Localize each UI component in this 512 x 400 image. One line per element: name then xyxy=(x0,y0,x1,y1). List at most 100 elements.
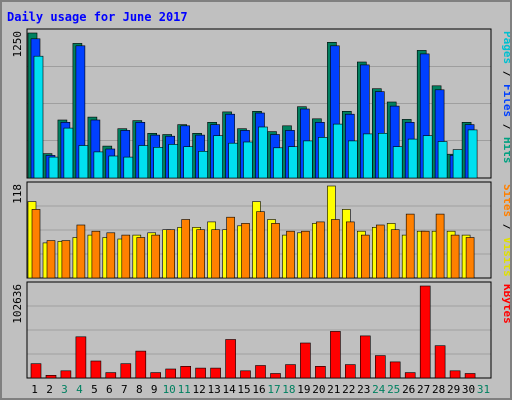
bar-sites-day-20 xyxy=(316,221,325,279)
bar-pages-day-30 xyxy=(467,129,478,179)
series-legend-label: Sites / Visits xyxy=(501,184,510,277)
bar-sites-day-26 xyxy=(405,213,415,279)
x-tick-label-6: 6 xyxy=(106,383,113,396)
bar-kbytes-day-16 xyxy=(255,365,266,379)
bar-pages-day-11 xyxy=(183,146,193,179)
x-tick-label-12: 12 xyxy=(192,383,205,396)
x-tick-label-16: 16 xyxy=(252,383,265,396)
series-legend-label: Pages / Files / Hits xyxy=(501,31,510,164)
bar-kbytes-day-10 xyxy=(165,368,176,379)
bar-kbytes-day-17 xyxy=(270,373,281,379)
bar-sites-day-22 xyxy=(345,221,355,279)
bar-pages-day-2 xyxy=(48,156,59,179)
bar-sites-day-4 xyxy=(76,224,86,279)
x-tick-label-5: 5 xyxy=(91,383,98,396)
x-tick-label-27: 27 xyxy=(417,383,430,396)
x-tick-label-15: 15 xyxy=(237,383,250,396)
bar-pages-day-18 xyxy=(288,146,298,179)
bar-kbytes-day-1 xyxy=(30,363,42,379)
bar-sites-day-2 xyxy=(46,240,56,279)
bar-sites-day-14 xyxy=(226,216,235,279)
x-tick-label-17: 17 xyxy=(267,383,280,396)
x-tick-label-20: 20 xyxy=(312,383,325,396)
x-tick-label-28: 28 xyxy=(432,383,445,396)
legend-part: / xyxy=(501,217,510,237)
bar-sites-day-17 xyxy=(271,223,280,279)
legend-part: Sites xyxy=(501,184,510,217)
bar-sites-day-29 xyxy=(450,234,460,279)
x-tick-label-30: 30 xyxy=(462,383,475,396)
bar-pages-day-16 xyxy=(258,126,268,179)
bar-kbytes-day-8 xyxy=(135,350,147,379)
x-tick-label-4: 4 xyxy=(76,383,83,396)
bar-kbytes-day-25 xyxy=(389,361,401,379)
bar-pages-day-4 xyxy=(78,145,89,179)
bar-sites-day-30 xyxy=(465,237,475,279)
x-tick-label-11: 11 xyxy=(178,383,191,396)
x-tick-label-26: 26 xyxy=(402,383,415,396)
bar-pages-day-6 xyxy=(108,155,119,179)
chart-title: Daily usage for June 2017 xyxy=(7,10,188,24)
x-tick-label-9: 9 xyxy=(151,383,158,396)
bar-sites-day-15 xyxy=(241,223,250,279)
bar-pages-day-10 xyxy=(168,144,178,179)
bar-kbytes-day-23 xyxy=(359,335,371,379)
bar-pages-day-12 xyxy=(198,151,208,179)
bar-kbytes-day-19 xyxy=(300,342,311,379)
bar-kbytes-day-29 xyxy=(449,370,461,379)
bar-sites-day-8 xyxy=(136,237,146,279)
bar-kbytes-day-3 xyxy=(60,370,72,379)
panel-background xyxy=(26,281,492,379)
bar-kbytes-day-12 xyxy=(195,367,206,379)
bar-pages-day-28 xyxy=(437,141,448,179)
bar-kbytes-day-9 xyxy=(150,372,161,379)
x-tick-label-2: 2 xyxy=(46,383,53,396)
y-max-label: 102636 xyxy=(11,284,24,324)
x-tick-label-14: 14 xyxy=(222,383,236,396)
bar-kbytes-day-11 xyxy=(180,365,191,379)
bar-pages-day-14 xyxy=(228,142,238,179)
panel-bot: 102636 KBytes xyxy=(11,281,510,379)
bar-sites-day-19 xyxy=(301,230,310,279)
bar-sites-day-27 xyxy=(420,230,430,279)
bar-kbytes-day-30 xyxy=(464,373,476,379)
bar-kbytes-day-20 xyxy=(315,365,326,379)
bar-sites-day-28 xyxy=(435,213,445,279)
bar-sites-day-12 xyxy=(196,229,205,279)
x-tick-label-8: 8 xyxy=(136,383,143,396)
legend-part: KBytes xyxy=(501,284,510,324)
panel-top: 1250 Pages / Files / Hits xyxy=(11,28,510,179)
bar-sites-day-9 xyxy=(151,234,160,279)
bar-kbytes-day-18 xyxy=(285,364,296,379)
x-tick-label-25: 25 xyxy=(387,383,400,396)
y-max-label: 118 xyxy=(11,184,24,204)
bar-sites-day-18 xyxy=(286,230,295,279)
bar-pages-day-3 xyxy=(63,127,74,179)
bar-pages-day-27 xyxy=(422,135,433,179)
bar-kbytes-day-13 xyxy=(210,367,221,379)
bar-sites-day-10 xyxy=(166,229,175,279)
bar-sites-day-11 xyxy=(181,219,190,279)
bar-sites-day-16 xyxy=(256,211,265,279)
bar-sites-day-5 xyxy=(91,230,101,279)
bar-kbytes-day-5 xyxy=(90,360,102,379)
x-tick-label-13: 13 xyxy=(207,383,220,396)
bar-pages-day-24 xyxy=(377,133,388,179)
bar-kbytes-day-2 xyxy=(45,374,57,379)
bar-pages-day-29 xyxy=(452,149,463,179)
legend-part: Pages xyxy=(501,31,510,64)
bar-kbytes-day-26 xyxy=(404,372,416,379)
bar-kbytes-day-21 xyxy=(330,331,341,379)
x-tick-label-24: 24 xyxy=(372,383,386,396)
bar-kbytes-day-28 xyxy=(434,345,446,379)
bar-kbytes-day-7 xyxy=(120,363,132,379)
bar-sites-day-3 xyxy=(61,240,71,279)
x-tick-label-23: 23 xyxy=(357,383,370,396)
bar-pages-day-15 xyxy=(243,141,253,179)
x-tick-label-10: 10 xyxy=(163,383,176,396)
bar-pages-day-19 xyxy=(303,140,313,179)
bar-kbytes-day-4 xyxy=(75,336,87,379)
legend-part: / xyxy=(501,117,510,137)
